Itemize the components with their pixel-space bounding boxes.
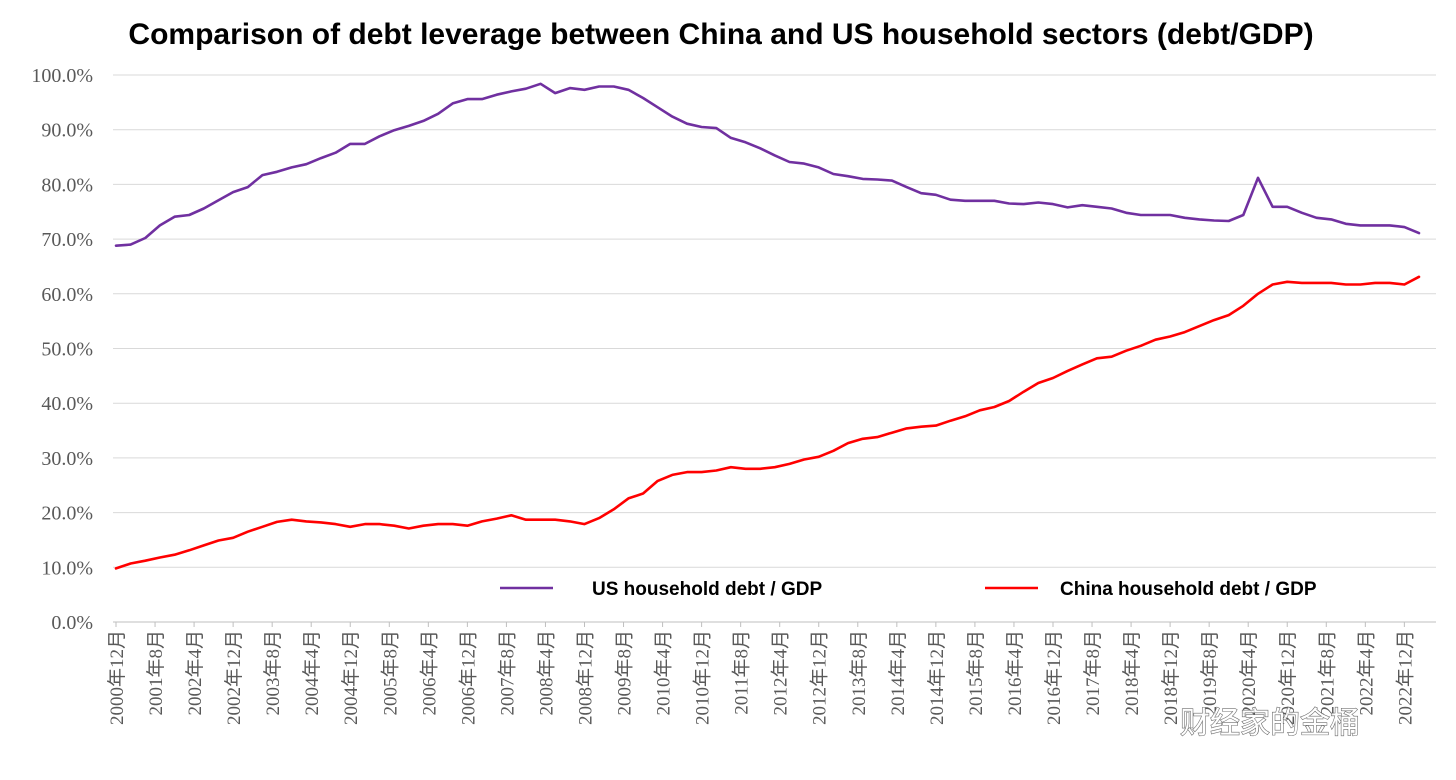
x-tick-label: 2007年8月 — [496, 630, 518, 716]
x-tick-label: 2012年12月 — [809, 630, 831, 725]
x-tick-label: 2019年8月 — [1199, 630, 1221, 716]
x-tick-label: 2010年12月 — [692, 630, 714, 725]
x-tick-label: 2004年4月 — [301, 630, 323, 716]
x-tick-label: 2022年12月 — [1394, 630, 1416, 725]
x-tick-label: 2014年4月 — [887, 630, 909, 716]
x-tick-label: 2006年12月 — [457, 630, 479, 725]
x-tick-label: 2001年8月 — [145, 630, 167, 716]
x-tick-label: 2005年8月 — [379, 630, 401, 716]
y-tick-label: 40.0% — [41, 393, 93, 415]
chart-title: Comparison of debt leverage between Chin… — [128, 18, 1313, 51]
x-tick-label: 2013年8月 — [848, 630, 870, 716]
x-tick-label: 2000年12月 — [106, 630, 128, 725]
x-tick-label: 2018年4月 — [1121, 630, 1143, 716]
x-tick-label: 2009年8月 — [614, 630, 636, 716]
y-tick-label: 80.0% — [41, 174, 93, 196]
y-tick-label: 60.0% — [41, 284, 93, 306]
y-tick-label: 50.0% — [41, 339, 93, 361]
x-tick-label: 2016年12月 — [1043, 630, 1065, 725]
y-tick-label: 100.0% — [31, 65, 93, 87]
y-tick-label: 70.0% — [41, 229, 93, 251]
gridlines — [113, 74, 1436, 623]
x-tick-label: 2018年12月 — [1160, 630, 1182, 725]
x-tick-label: 2011年8月 — [731, 630, 753, 715]
x-tick-label: 2004年12月 — [340, 630, 362, 725]
x-tick-label: 2015年8月 — [965, 630, 987, 716]
x-tick-label: 2020年12月 — [1277, 630, 1299, 725]
x-tick-label: 2022年4月 — [1355, 630, 1377, 716]
x-tick-label: 2008年4月 — [535, 630, 557, 716]
y-tick-label: 30.0% — [41, 448, 93, 470]
x-axis-ticks: 2000年12月 2001年8月 2002年4月 2002年12月 2003年8月 200… — [106, 622, 1416, 725]
x-tick-label: 2012年4月 — [770, 630, 792, 716]
y-tick-label: 90.0% — [41, 120, 93, 142]
x-tick-label: 2008年12月 — [574, 630, 596, 725]
legend-label: China household debt / GDP — [1060, 579, 1317, 600]
x-tick-label: 2014年12月 — [926, 630, 948, 725]
series-lines — [114, 82, 1421, 570]
x-tick-label: 2002年12月 — [223, 630, 245, 725]
series-line-china — [114, 275, 1421, 570]
x-tick-label: 2020年4月 — [1238, 630, 1260, 716]
x-tick-label: 2002年4月 — [184, 630, 206, 716]
legend: US household debt / GDP China household d… — [500, 579, 1317, 600]
y-tick-label: 10.0% — [41, 557, 93, 579]
x-tick-label: 2006年4月 — [418, 630, 440, 716]
x-tick-label: 2010年4月 — [653, 630, 675, 716]
series-line-us — [114, 82, 1421, 247]
x-tick-label: 2003年8月 — [262, 630, 284, 716]
y-tick-label: 20.0% — [41, 503, 93, 525]
y-axis-ticks: 0.0% 10.0% 20.0% 30.0% 40.0% 50.0% 60.0% 70.0% 8… — [31, 65, 93, 634]
legend-label: US household debt / GDP — [592, 579, 822, 600]
x-tick-label: 2021年8月 — [1316, 630, 1338, 716]
watermark: 财经家的金桶 — [1180, 706, 1360, 741]
x-tick-label: 2016年4月 — [1004, 630, 1026, 716]
x-tick-label: 2017年8月 — [1082, 630, 1104, 716]
y-tick-label: 0.0% — [51, 612, 93, 634]
